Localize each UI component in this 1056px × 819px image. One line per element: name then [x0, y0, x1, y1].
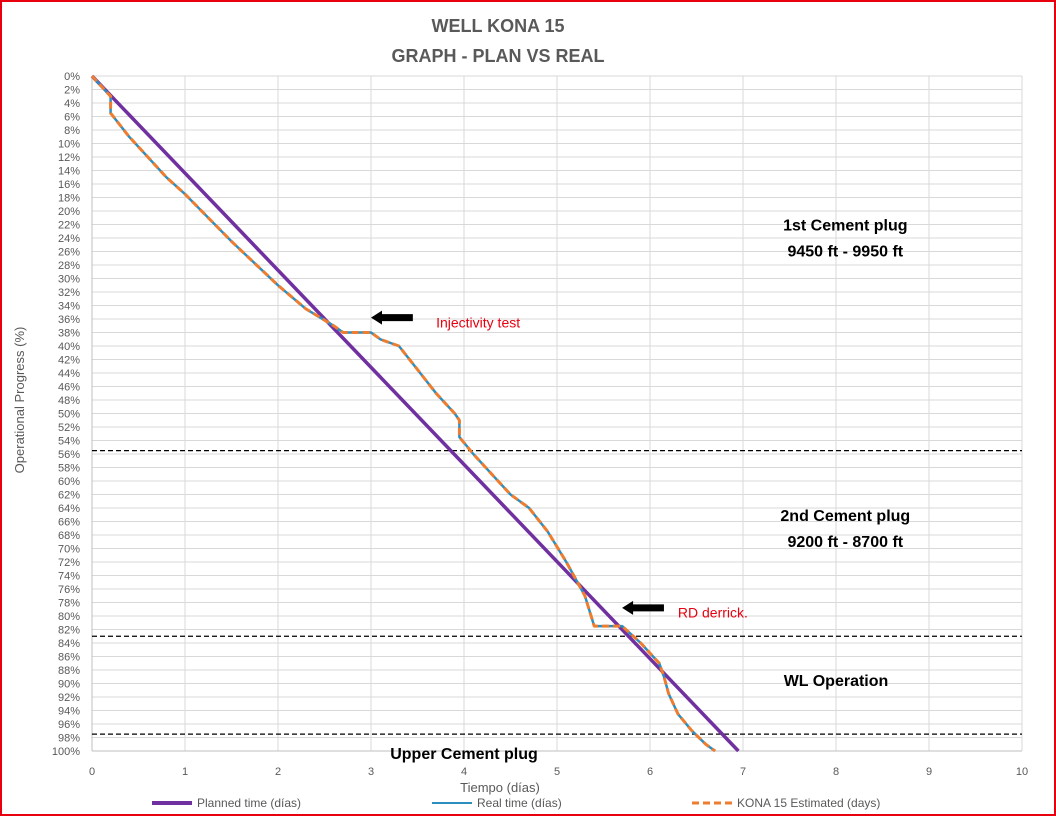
annotation-label: Injectivity test — [436, 314, 520, 330]
y-tick-label: 68% — [58, 530, 80, 542]
zone-label: 1st Cement plug — [783, 218, 907, 235]
y-tick-label: 14% — [58, 166, 80, 178]
y-tick-label: 80% — [58, 611, 80, 623]
series-line-3 — [90, 74, 716, 753]
y-tick-label: 34% — [58, 301, 80, 313]
x-tick-label: 6 — [647, 766, 653, 778]
legend-label: KONA 15 Estimated (days) — [737, 796, 880, 810]
y-tick-label: 84% — [58, 638, 80, 650]
y-tick-label: 90% — [58, 679, 80, 691]
chart-title-line1: WELL KONA 15 — [431, 16, 564, 36]
zone-sublabel: 9450 ft - 9950 ft — [787, 244, 903, 261]
y-tick-label: 60% — [58, 476, 80, 488]
y-tick-label: 10% — [58, 139, 80, 151]
y-tick-label: 20% — [58, 206, 80, 218]
x-tick-label: 10 — [1016, 766, 1028, 778]
y-tick-label: 12% — [58, 152, 80, 164]
y-tick-label: 62% — [58, 490, 80, 502]
y-tick-label: 40% — [58, 341, 80, 353]
y-tick-label: 22% — [58, 220, 80, 232]
y-tick-label: 74% — [58, 571, 80, 583]
y-tick-label: 54% — [58, 436, 80, 448]
y-tick-label: 0% — [64, 71, 80, 83]
x-tick-label: 7 — [740, 766, 746, 778]
legend: Planned time (días) Real time (días) KONA … — [152, 796, 880, 810]
zone-labels: 1st Cement plug 9450 ft - 9950 ft 2nd Ceme… — [390, 218, 910, 764]
y-tick-label: 92% — [58, 692, 80, 704]
x-tick-label: 9 — [926, 766, 932, 778]
x-axis-ticks: 0 1 2 3 4 5 6 7 8 9 10 — [89, 766, 1028, 778]
annotations: Injectivity test RD derrick. — [371, 310, 748, 621]
y-tick-label: 28% — [58, 260, 80, 272]
y-tick-label: 24% — [58, 233, 80, 245]
y-tick-label: 86% — [58, 652, 80, 664]
y-tick-label: 48% — [58, 395, 80, 407]
y-tick-label: 52% — [58, 422, 80, 434]
y-tick-label: 94% — [58, 706, 80, 718]
chart-title-line2: GRAPH - PLAN VS REAL — [391, 46, 604, 66]
y-tick-label: 8% — [64, 125, 80, 137]
y-tick-label: 18% — [58, 193, 80, 205]
y-tick-label: 78% — [58, 598, 80, 610]
series-line-1 — [90, 74, 740, 753]
y-tick-label: 82% — [58, 625, 80, 637]
x-tick-label: 5 — [554, 766, 560, 778]
y-tick-label: 50% — [58, 409, 80, 421]
y-tick-label: 70% — [58, 544, 80, 556]
y-tick-label: 44% — [58, 368, 80, 380]
x-tick-label: 3 — [368, 766, 374, 778]
y-tick-label: 38% — [58, 328, 80, 340]
y-tick-label: 46% — [58, 382, 80, 394]
y-tick-label: 26% — [58, 247, 80, 259]
y-tick-label: 96% — [58, 719, 80, 731]
zone-divider-lines — [92, 449, 1022, 735]
annotation-label: RD derrick. — [678, 605, 748, 621]
annotation-arrow-head — [622, 600, 634, 615]
y-tick-label: 100% — [52, 746, 80, 758]
y-tick-label: 42% — [58, 355, 80, 367]
y-tick-label: 2% — [64, 85, 80, 97]
y-tick-label: 98% — [58, 733, 80, 745]
series-lines — [90, 74, 740, 753]
y-tick-label: 6% — [64, 112, 80, 124]
y-tick-label: 88% — [58, 665, 80, 677]
y-tick-label: 72% — [58, 557, 80, 569]
x-tick-label: 8 — [833, 766, 839, 778]
x-tick-label: 4 — [461, 766, 467, 778]
legend-label: Planned time (días) — [197, 796, 301, 810]
y-axis-ticks: 0% 2%4% 6%8% 10%12% 14%16% 18%20% 22%24% 26%28%… — [52, 71, 80, 758]
annotation-arrow-head — [371, 310, 382, 325]
legend-label: Real time (días) — [477, 796, 562, 810]
zone-label: 2nd Cement plug — [780, 508, 910, 525]
y-tick-label: 16% — [58, 179, 80, 191]
zone-label: WL Operation — [784, 673, 889, 690]
y-tick-label: 32% — [58, 287, 80, 299]
zone-sublabel: 9200 ft - 8700 ft — [787, 534, 903, 551]
y-tick-label: 66% — [58, 517, 80, 529]
x-axis-label: Tiempo (días) — [460, 780, 540, 795]
y-tick-label: 64% — [58, 503, 80, 515]
y-tick-label: 76% — [58, 584, 80, 596]
y-tick-label: 58% — [58, 463, 80, 475]
y-tick-label: 30% — [58, 274, 80, 286]
x-tick-label: 1 — [182, 766, 188, 778]
x-tick-label: 0 — [89, 766, 95, 778]
y-tick-label: 56% — [58, 449, 80, 461]
grid-lines — [91, 75, 1023, 752]
zone-label: Upper Cement plug — [390, 746, 538, 763]
y-tick-label: 36% — [58, 314, 80, 326]
x-tick-label: 2 — [275, 766, 281, 778]
y-tick-label: 4% — [64, 98, 80, 110]
y-axis-label: Operational Progress (%) — [12, 327, 27, 474]
